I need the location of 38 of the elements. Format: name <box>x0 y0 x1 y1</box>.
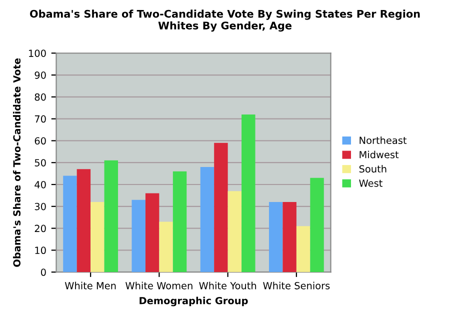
bar <box>63 176 77 272</box>
bar <box>214 142 228 272</box>
y-tick-label: 50 <box>34 159 46 166</box>
y-tick-label: 60 <box>34 137 46 145</box>
legend-label: Midwest <box>360 150 399 158</box>
y-tick-label: 100 <box>29 50 46 57</box>
y-tick-label: 90 <box>34 72 46 79</box>
x-tick-label: White Youth <box>199 282 256 290</box>
bar <box>200 166 214 272</box>
y-tick-label: 70 <box>34 115 46 123</box>
legend-label: West <box>359 180 382 187</box>
x-tick-label: White Women <box>126 282 192 290</box>
x-tick-label: White Men <box>64 282 116 290</box>
bar <box>76 169 91 272</box>
bar <box>172 171 187 272</box>
bar <box>282 202 296 272</box>
bar <box>242 114 256 272</box>
y-tick-label: 80 <box>34 93 46 101</box>
y-tick-label: 0 <box>40 268 46 276</box>
x-axis-title: Demographic Group <box>140 296 248 306</box>
x-tick-label: White Seniors <box>263 282 330 290</box>
y-tick-label: 40 <box>34 180 46 188</box>
bar <box>310 178 324 272</box>
bar <box>268 202 283 272</box>
bar <box>145 193 160 272</box>
bar <box>90 202 104 272</box>
y-tick-label: 10 <box>35 246 46 254</box>
y-tick-label: 20 <box>34 224 46 232</box>
bar <box>104 160 118 272</box>
y-axis-title: Obama's Share of Two-Candidate Vote <box>13 58 21 267</box>
legend-label: Northeast <box>360 136 407 144</box>
chart-title: Obama's Share of Two-Candidate Vote By Swing States Per Region Whites By Gender, Age <box>30 10 420 32</box>
legend-label: South <box>359 165 386 173</box>
bar <box>159 222 173 272</box>
bar <box>228 191 242 272</box>
bar <box>132 200 146 272</box>
y-tick-label: 30 <box>34 202 46 210</box>
bar <box>296 226 310 272</box>
